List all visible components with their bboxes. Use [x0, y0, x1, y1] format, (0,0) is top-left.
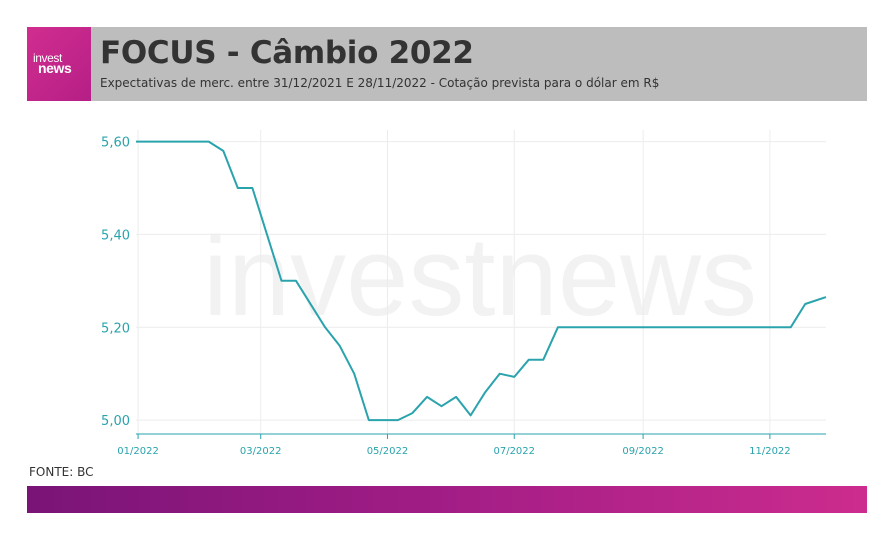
axes: 5,00 5,20 5,40 5,60 01/2022 03/2022 05/2022 07/… — [101, 136, 826, 457]
x-tick-label: 09/2022 — [622, 446, 664, 457]
chart-title: FOCUS - Câmbio 2022 — [100, 35, 474, 71]
chart-subtitle: Expectativas de merc. entre 31/12/2021 E… — [100, 76, 660, 90]
series-layer — [136, 140, 827, 422]
y-tick-label: 5,00 — [101, 414, 130, 429]
watermark: investnews — [203, 214, 757, 339]
x-tick-label: 11/2022 — [749, 446, 791, 457]
footer-brand-bar — [27, 486, 867, 513]
x-tick-label: 07/2022 — [493, 446, 535, 457]
y-tick-label: 5,20 — [101, 321, 130, 336]
x-tick-label: 05/2022 — [367, 446, 409, 457]
x-tick-label: 03/2022 — [240, 446, 282, 457]
chart-header: invest news FOCUS - Câmbio 2022 Expectat… — [27, 27, 867, 101]
logo-text-top: invest — [33, 51, 62, 65]
logo-text-bottom: news — [38, 60, 72, 76]
x-tick-label: 01/2022 — [117, 446, 159, 457]
grid-lines — [136, 130, 826, 434]
brand-logo: invest news — [27, 27, 91, 101]
source-note: FONTE: BC — [29, 465, 94, 479]
y-tick-label: 5,40 — [101, 228, 130, 243]
series-line — [136, 140, 827, 422]
y-tick-label: 5,60 — [101, 136, 130, 151]
